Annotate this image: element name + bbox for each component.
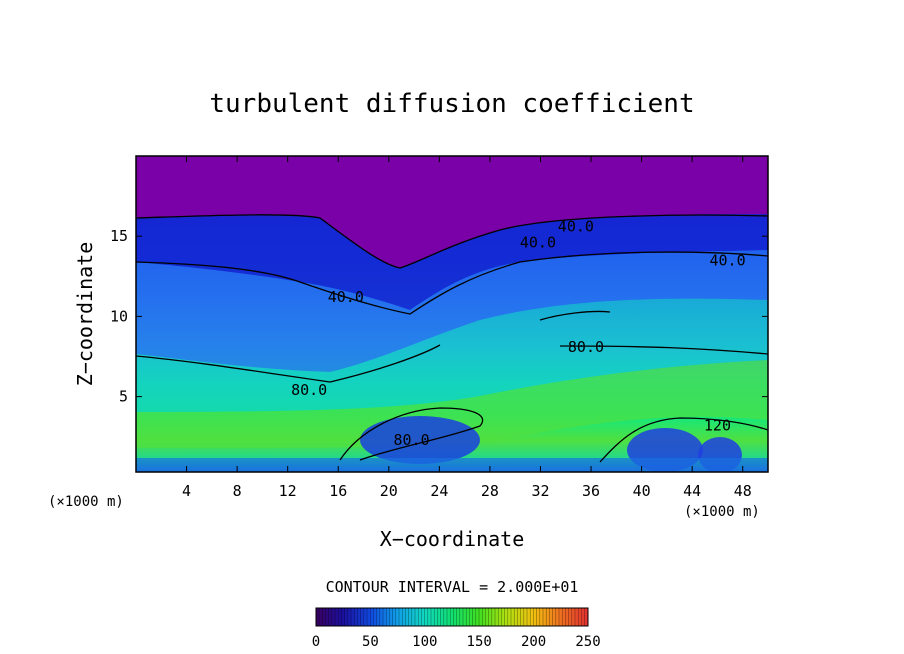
mid-band — [136, 250, 768, 372]
x-axis-label: X−coordinate — [380, 527, 525, 551]
x-axis-ticks: 4 8 12 16 20 24 28 32 36 40 44 48 — [182, 156, 752, 500]
x-tick-label: 48 — [734, 482, 752, 500]
colorbar-tick-label: 50 — [362, 634, 379, 650]
x-tick-label: 4 — [182, 482, 191, 500]
contour-line — [136, 251, 768, 315]
lower-blob-left — [360, 416, 480, 464]
dark-band — [136, 214, 768, 310]
y-tick-label: 10 — [110, 307, 128, 325]
colorbar-tick-label: 150 — [467, 634, 492, 650]
green-band — [136, 360, 768, 449]
cyan-band — [136, 298, 768, 412]
contour-label: 80.0 — [568, 338, 604, 356]
contour-label: 40.0 — [520, 234, 556, 252]
chart-title: turbulent diffusion coefficient — [209, 89, 694, 119]
bottom-strip — [136, 458, 768, 472]
colorbar-tick-label: 100 — [412, 634, 437, 650]
contour-line — [136, 214, 768, 269]
y-axis-ticks: 5 10 15 — [110, 227, 768, 406]
upper-layer — [136, 156, 768, 268]
contour-line — [136, 344, 441, 383]
y-tick-label: 15 — [110, 227, 128, 245]
x-tick-label: 16 — [329, 482, 347, 500]
colorbar-tick-label: 200 — [521, 634, 546, 650]
x-unit-right: (×1000 m) — [684, 504, 760, 520]
x-unit-left: (×1000 m) — [48, 494, 124, 510]
plot-frame — [135, 155, 769, 473]
x-tick-label: 36 — [582, 482, 600, 500]
contour-lines — [136, 214, 768, 463]
colorbar-tick-label: 250 — [575, 634, 600, 650]
colorbar-tick-label: 0 — [312, 634, 320, 650]
x-tick-label: 40 — [633, 482, 651, 500]
heatmap-field — [136, 156, 768, 472]
colorbar — [315, 607, 589, 627]
contour-line — [559, 345, 768, 355]
x-tick-label: 12 — [279, 482, 297, 500]
contour-label: 80.0 — [393, 431, 429, 449]
contour-label: 40.0 — [328, 288, 364, 306]
contour-label: 80.0 — [291, 381, 327, 399]
y-tick-label: 5 — [119, 388, 128, 406]
colorbar-ticks: 0 50 100 150 200 250 — [312, 634, 601, 650]
x-tick-label: 8 — [233, 482, 242, 500]
colorbar-stripes — [318, 608, 589, 626]
x-tick-label: 28 — [481, 482, 499, 500]
contour-label: 40.0 — [558, 218, 594, 236]
contour-interval: CONTOUR INTERVAL = 2.000E+01 — [326, 578, 579, 596]
x-tick-label: 32 — [531, 482, 549, 500]
contour-line — [599, 417, 768, 463]
x-tick-label: 44 — [683, 482, 701, 500]
contour-label: 40.0 — [709, 251, 745, 269]
y-axis-label: Z−coordinate — [73, 242, 97, 387]
contour-line — [539, 310, 611, 321]
contour-label: 120 — [704, 416, 731, 434]
x-tick-label: 24 — [430, 482, 448, 500]
contour-line — [339, 407, 484, 461]
x-tick-label: 20 — [380, 482, 398, 500]
